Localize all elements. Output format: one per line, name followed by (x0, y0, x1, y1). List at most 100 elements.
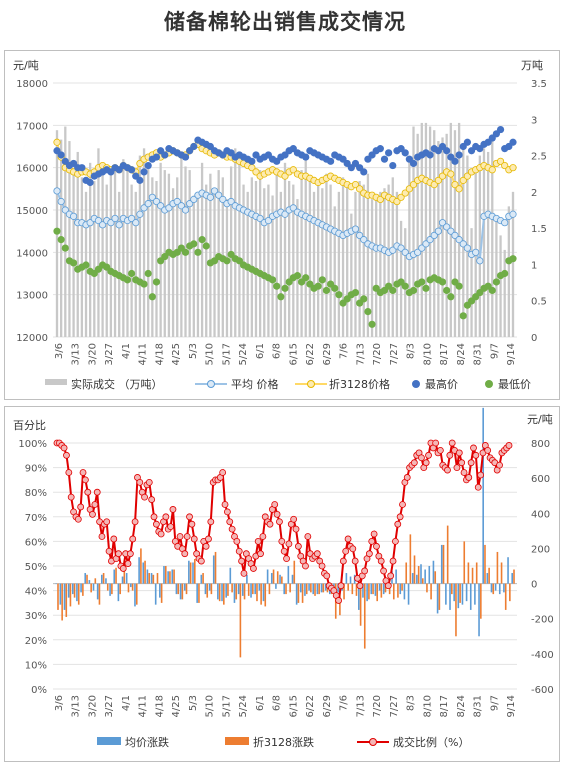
avg-change-bar (366, 583, 368, 602)
avg-change-bar (109, 583, 111, 596)
avg-price-point (397, 244, 405, 252)
p3128-change-bar (405, 562, 408, 584)
volume-bar (325, 173, 328, 337)
low-price-point (509, 255, 517, 263)
low-price-point (190, 240, 198, 248)
p3128-point (509, 164, 517, 172)
volume-bar (375, 195, 378, 337)
p3128-change-bar (347, 583, 349, 591)
avg-change-bar (345, 573, 348, 584)
p3128-change-bar (484, 544, 486, 584)
avg-price-point (61, 206, 69, 214)
avg-price-point (210, 187, 219, 195)
volume-bar (279, 191, 283, 337)
avg-price-point (86, 219, 94, 227)
legend-avg-label: 平均 价格 (231, 377, 279, 391)
volume-bar (271, 195, 274, 337)
x-tick-label: 6/15 (288, 343, 299, 365)
y-right-tick-label: 1.5 (531, 224, 547, 235)
ratio-point (368, 537, 376, 545)
p3128-change-bar (289, 583, 291, 593)
low-price-point (438, 278, 447, 286)
x-tick-label: 3/6 (54, 695, 65, 711)
avg-change-bar (159, 583, 161, 598)
x-tick-label: 5/10 (205, 695, 216, 717)
low-price-point (401, 282, 409, 290)
x-tick-label: 8/3 (406, 343, 417, 359)
low-price-point (501, 269, 509, 278)
avg-price-point (157, 202, 165, 210)
ratio-point (377, 557, 385, 565)
avg-change-bar (125, 573, 128, 584)
legend-p3128-label: 折3128价格 (329, 377, 390, 391)
p3128-change-bar (156, 573, 159, 584)
x-tick-label: 5/3 (188, 343, 199, 359)
y-left-tick-label: 60% (25, 537, 47, 548)
legend-volume-label: 实际成交 （万吨） (71, 377, 163, 391)
y-right-tick-label: 400 (531, 509, 550, 520)
volume-bar (238, 162, 241, 337)
volume-bar (395, 191, 399, 337)
low-price-point (422, 284, 430, 292)
volume-bar (503, 249, 506, 337)
p3128-change-bar (388, 583, 391, 595)
low-price-point (69, 259, 78, 267)
ratio-point (380, 567, 387, 575)
high-price-point (161, 151, 169, 159)
ratio-point (373, 542, 380, 550)
p3128-point (455, 185, 463, 193)
x-tick-label: 4/25 (171, 343, 182, 365)
ratio-point (169, 506, 177, 513)
avg-price-point (455, 236, 463, 244)
volume-bar (258, 170, 262, 337)
avg-change-bar (105, 578, 107, 584)
low-price-point (202, 242, 210, 250)
high-price-point (385, 149, 393, 157)
ratio-point (235, 547, 243, 555)
avg-change-bar (150, 573, 153, 584)
ratio-point (318, 562, 326, 570)
avg-change-bar (349, 576, 352, 584)
avg-price-point (144, 200, 152, 208)
low-price-point (351, 288, 360, 297)
x-tick-label: 9/7 (489, 695, 500, 711)
volume-bar (391, 177, 394, 337)
volume-bar (205, 184, 208, 337)
ratio-point (254, 537, 262, 545)
p3128-change-bar (285, 583, 287, 595)
low-price-point (368, 320, 376, 328)
volume-bar (383, 188, 386, 337)
ratio-point (115, 550, 122, 558)
avg-price-point (264, 216, 273, 225)
avg-change-bar (212, 555, 215, 584)
avg-change-bar (494, 583, 497, 591)
legend-avg-marker (207, 380, 215, 388)
x-tick-label: 6/29 (322, 695, 333, 717)
avg-price-point (107, 219, 115, 227)
volume-bar (308, 177, 312, 337)
low-price-point (389, 286, 397, 295)
avg-change-bar (374, 583, 377, 596)
ratio-point (136, 478, 144, 486)
p3128-point (496, 157, 505, 165)
avg-change-bar (411, 573, 414, 584)
p3128-change-bar (401, 583, 403, 591)
volume-bar (478, 155, 481, 337)
p3128-change-bar (98, 583, 101, 605)
p3128-change-bar (148, 573, 150, 584)
ratio-point (188, 520, 196, 528)
avg-change-bar (84, 573, 87, 584)
ratio-point (403, 474, 411, 481)
p3128-change-bar (430, 583, 432, 600)
high-price-point (152, 153, 161, 161)
p3128-change-bar (252, 583, 254, 595)
high-price-point (496, 125, 505, 134)
ratio-point (257, 550, 264, 558)
avg-price-point (509, 210, 517, 218)
avg-change-bar (63, 583, 66, 610)
p3128-change-bar (243, 583, 246, 600)
ratio-point (467, 459, 475, 467)
p3128-change-bar (94, 578, 97, 584)
volume-bar (370, 199, 374, 337)
x-tick-label: 4/1 (121, 695, 132, 711)
